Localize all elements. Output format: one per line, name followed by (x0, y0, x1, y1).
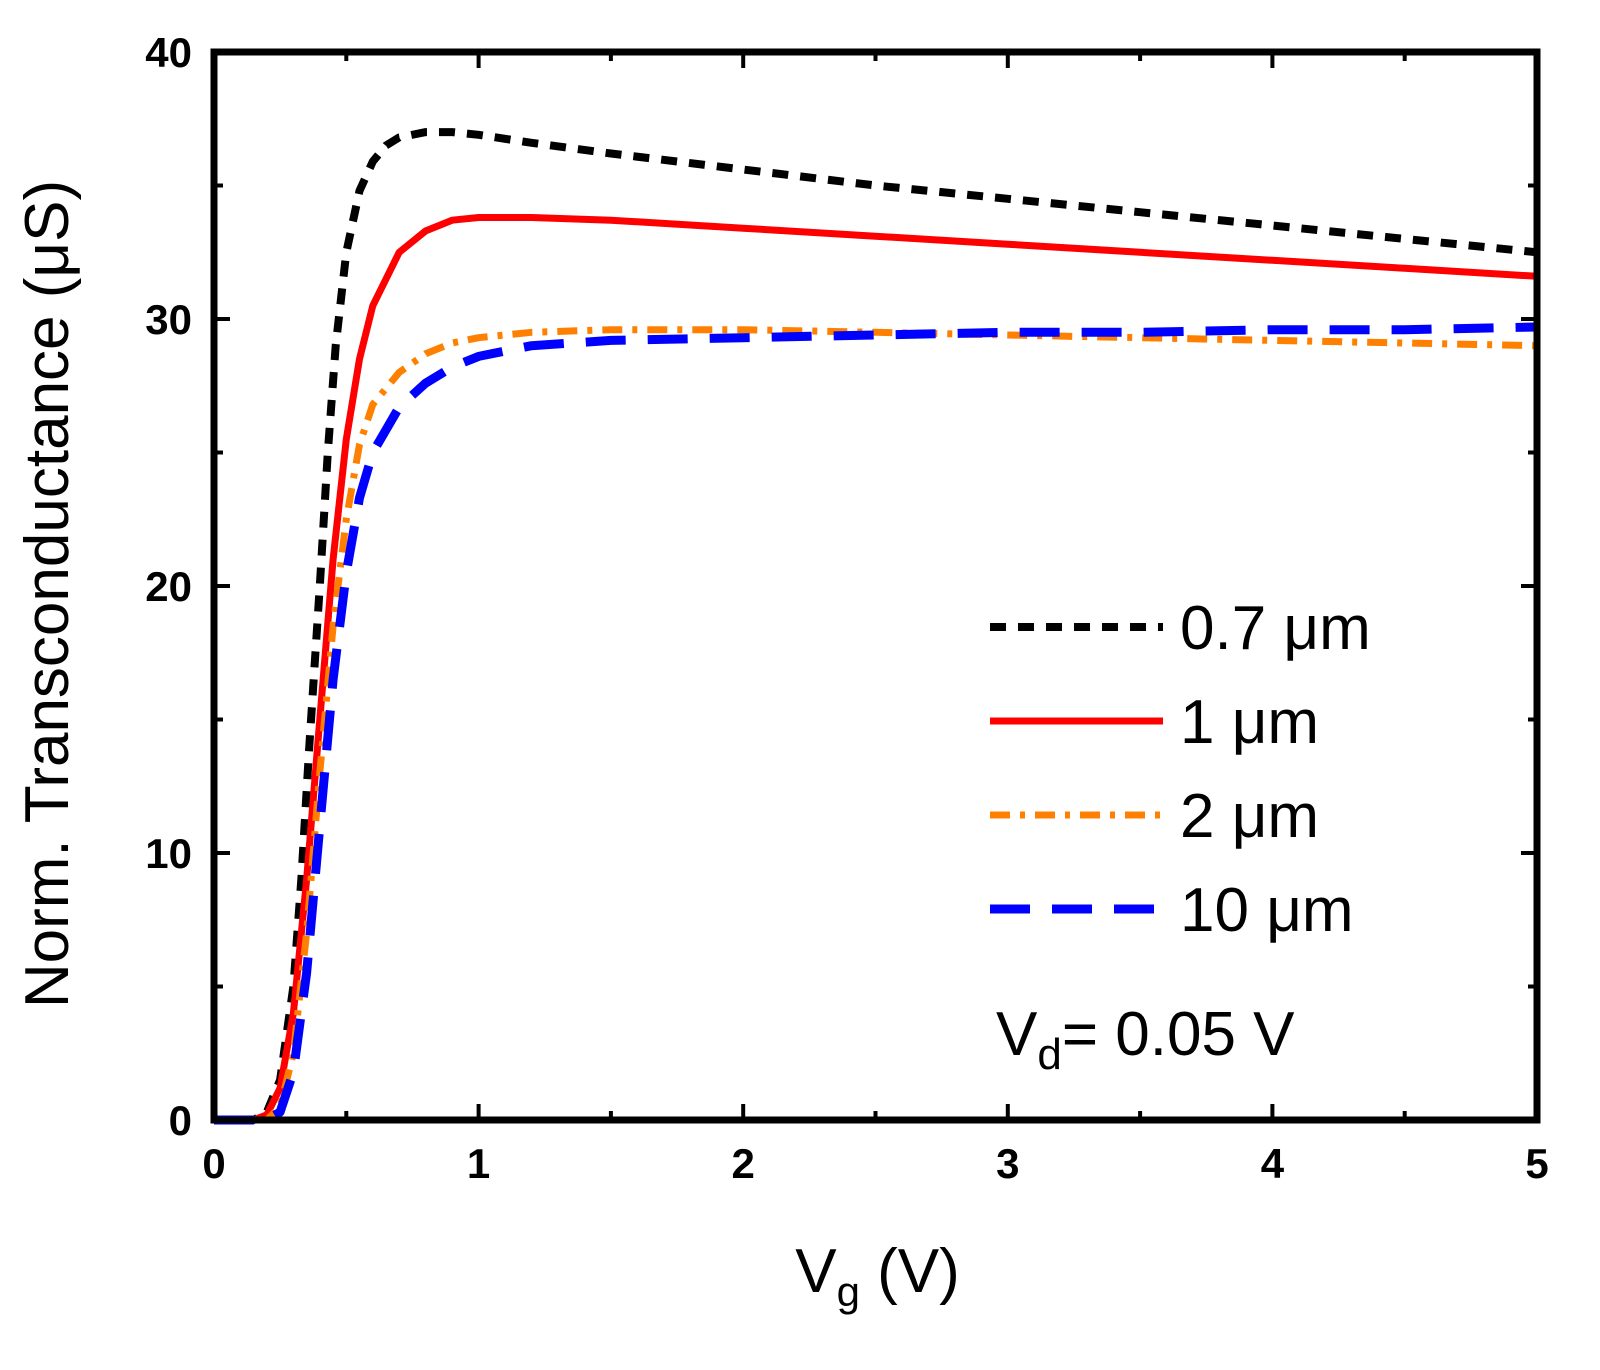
plot-frame (210, 48, 1541, 1124)
annotation-main: V (996, 1000, 1038, 1069)
annotation-rest: = 0.05 V (1062, 1000, 1295, 1069)
x-tick-label: 0 (202, 1140, 225, 1187)
legend: 0.7 μm 1 μm 2 μm 10 μm (990, 594, 1371, 945)
x-axis-title: Vg (V) (795, 1237, 960, 1315)
legend-label-1: 0.7 μm (1180, 594, 1371, 663)
y-tick-label: 30 (145, 296, 192, 343)
series-line-4 (214, 322, 1538, 1125)
series-layer (214, 128, 1538, 1125)
series-line-1 (214, 128, 1538, 1124)
x-tick-label: 1 (467, 1140, 490, 1187)
annotation-vd: Vd= 0.05 V (996, 1000, 1295, 1079)
y-tick-label: 20 (145, 563, 192, 610)
legend-label-2: 1 μm (1180, 688, 1319, 757)
series-line-2 (214, 214, 1538, 1124)
y-tick-label: 10 (145, 830, 192, 877)
y-axis-title: Norm. Transconductance (μS) (13, 180, 82, 1008)
x-axis-title-unit: (V) (860, 1237, 960, 1306)
legend-label-4: 10 μm (1180, 876, 1354, 945)
x-axis-title-sub: g (837, 1268, 860, 1315)
x-tick-label: 3 (996, 1140, 1019, 1187)
legend-label-3: 2 μm (1180, 782, 1319, 851)
series-line-3 (214, 326, 1538, 1124)
labels-layer: 0 1 2 3 4 5 0 10 20 30 40 (145, 29, 1548, 1187)
y-tick-label: 40 (145, 29, 192, 76)
y-tick-label: 0 (169, 1097, 192, 1144)
x-tick-label: 2 (732, 1140, 755, 1187)
x-tick-label: 4 (1261, 1140, 1285, 1187)
x-axis-title-main: V (795, 1237, 837, 1306)
ticks-layer (212, 50, 1539, 1122)
x-tick-label: 5 (1525, 1140, 1548, 1187)
annotation-sub: d (1037, 1030, 1061, 1079)
